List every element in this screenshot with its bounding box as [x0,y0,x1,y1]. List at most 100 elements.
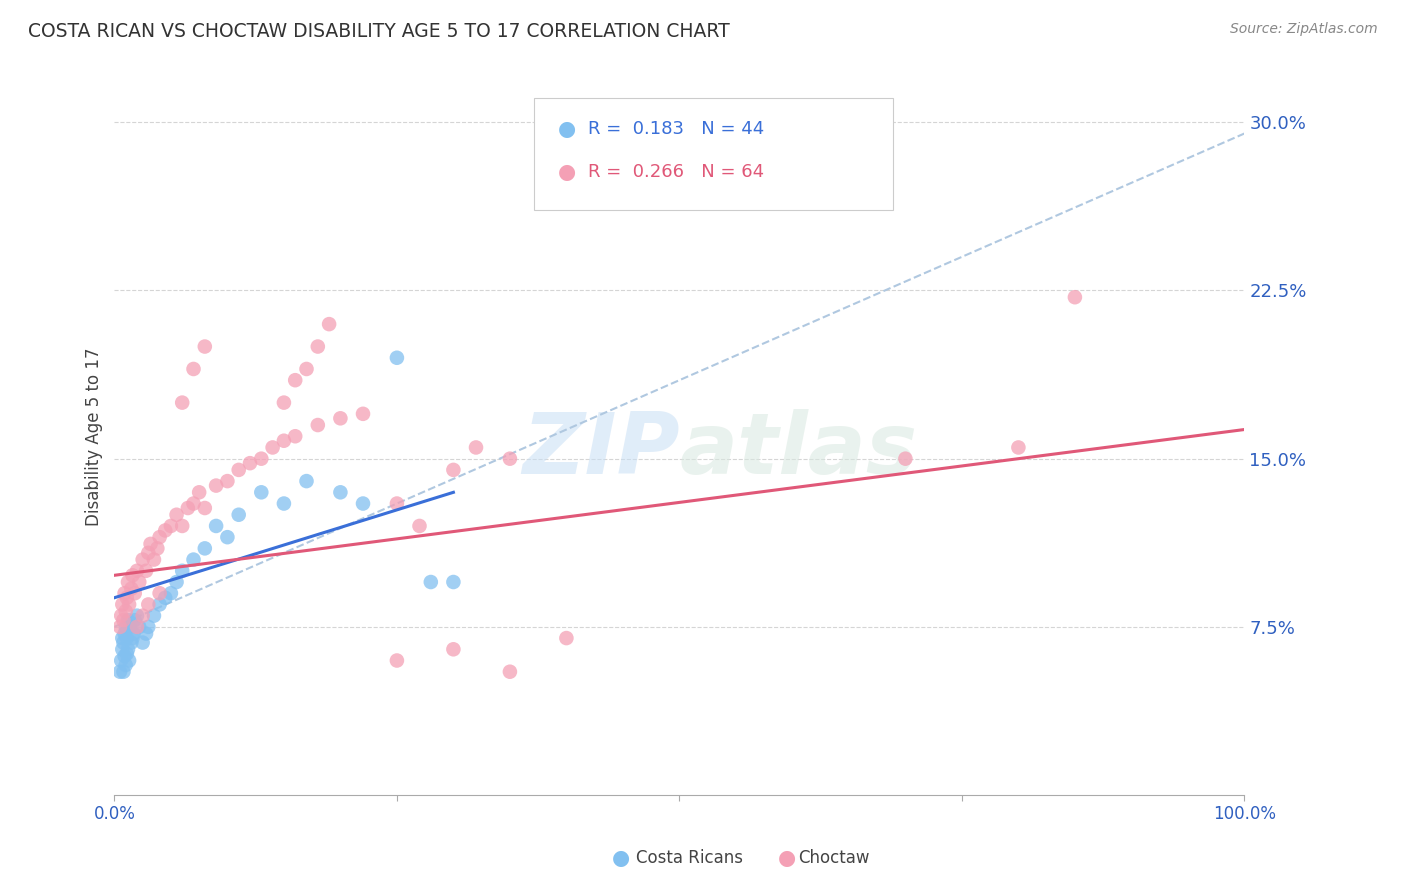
Point [121,568,143,582]
Point [172,519,194,533]
Point [177,501,200,516]
Text: COSTA RICAN VS CHOCTAW DISABILITY AGE 5 TO 17 CORRELATION CHART: COSTA RICAN VS CHOCTAW DISABILITY AGE 5 … [28,22,730,41]
Point [131,635,153,649]
Point [149,598,172,612]
Point [307,418,329,433]
Point [385,496,408,510]
Point [183,496,205,510]
Text: Costa Ricans: Costa Ricans [636,849,742,867]
Point [128,620,150,634]
Point [194,501,217,516]
Point [122,626,145,640]
Point [114,620,136,634]
Point [228,463,250,477]
Point [217,474,239,488]
Point [120,635,142,649]
Point [188,485,211,500]
Point [441,463,464,477]
Text: ●: ● [558,120,576,139]
Point [143,552,166,566]
Text: atlas: atlas [679,409,918,492]
Point [131,608,153,623]
Point [284,373,307,387]
Point [155,524,177,538]
Point [273,434,295,448]
Point [183,552,205,566]
Point [1064,290,1087,304]
Point [143,608,166,623]
Point [149,586,172,600]
Point [146,541,169,556]
Point [160,519,183,533]
Point [329,411,352,425]
Point [183,362,205,376]
Point [419,574,441,589]
Point [117,613,139,627]
Point [499,451,522,466]
Point [115,591,138,605]
Point [136,546,159,560]
Point [112,613,135,627]
Point [166,574,188,589]
Text: ZIP: ZIP [522,409,679,492]
Point [115,631,138,645]
Point [408,519,430,533]
Point [108,620,131,634]
Point [139,537,162,551]
Point [118,598,141,612]
Point [124,613,146,627]
Point [441,574,464,589]
Point [465,441,488,455]
Point [273,395,295,409]
Point [135,626,157,640]
Point [205,519,228,533]
Point [385,351,408,365]
Point [108,665,131,679]
Text: Choctaw: Choctaw [799,849,870,867]
Point [117,574,139,589]
Point [135,564,157,578]
Point [555,631,578,645]
Point [250,485,273,500]
Point [1007,441,1029,455]
Point [112,665,135,679]
Point [250,451,273,466]
Point [262,441,284,455]
Point [273,496,295,510]
Point [329,485,352,500]
Point [114,658,136,673]
Text: ●: ● [612,848,630,868]
Text: ●: ● [778,848,796,868]
Point [499,665,522,679]
Point [114,604,136,618]
Point [894,451,917,466]
Text: R =  0.183   N = 44: R = 0.183 N = 44 [588,120,763,138]
Point [120,620,142,634]
Point [172,395,194,409]
Point [114,626,136,640]
Point [318,317,340,331]
Point [110,608,132,623]
Y-axis label: Disability Age 5 to 17: Disability Age 5 to 17 [86,347,103,525]
Point [228,508,250,522]
Point [128,574,150,589]
Point [117,642,139,657]
Point [115,647,138,661]
Point [120,582,142,596]
Point [385,653,408,667]
Point [307,340,329,354]
Point [149,530,172,544]
Point [352,407,374,421]
Point [118,653,141,667]
Point [125,564,148,578]
Point [111,642,134,657]
Point [284,429,307,443]
Point [112,635,135,649]
Point [441,642,464,657]
Point [160,586,183,600]
Point [205,478,228,492]
Point [239,456,262,470]
Text: Source: ZipAtlas.com: Source: ZipAtlas.com [1230,22,1378,37]
Point [114,648,136,663]
Point [352,496,374,510]
